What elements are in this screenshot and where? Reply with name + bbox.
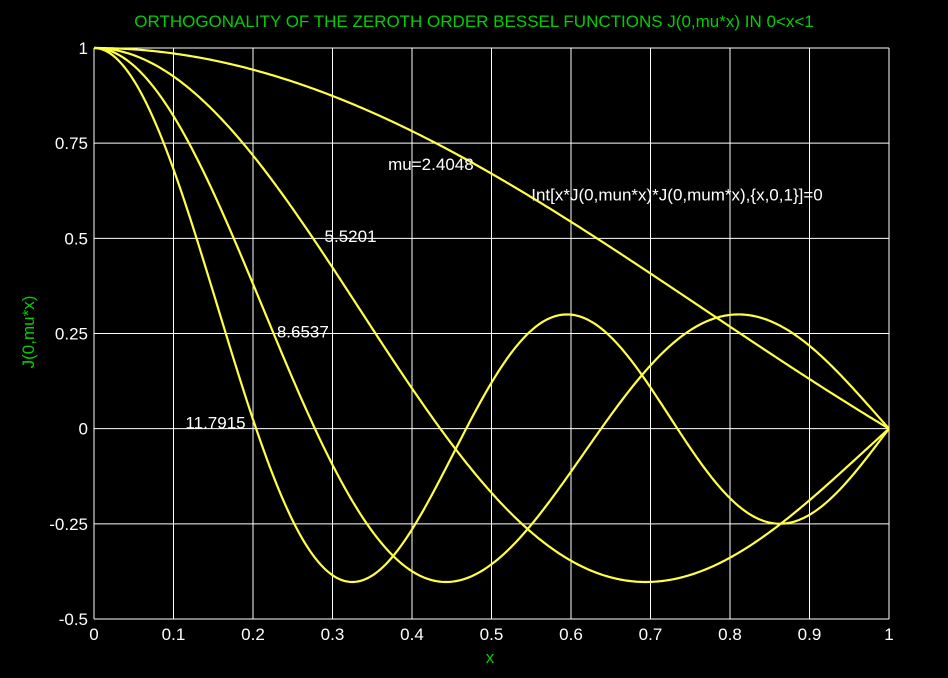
series-line-mu-8.6537 [93,46,890,584]
x-tick-label: 0 [89,625,98,644]
curve-annotation: Int[x*J(0,mun*x)*J(0,mum*x),{x,0,1}]=0 [531,185,822,204]
y-axis-label: J(0,mu*x) [19,295,38,369]
x-tick-label: 0.3 [321,625,345,644]
series-line-mu-5.5201 [93,46,890,584]
curve-annotation: 11.7915 [185,414,245,433]
y-tick-label: 0.5 [64,229,88,248]
curve-annotation: 5.5201 [325,227,377,246]
x-tick-label: 0.6 [559,625,583,644]
y-tick-label: 0 [79,420,88,439]
x-tick-label: 0.8 [718,625,742,644]
chart-title: ORTHOGONALITY OF THE ZEROTH ORDER BESSEL… [134,12,814,31]
x-tick-label: 1 [884,625,893,644]
x-tick-label: 0.1 [162,625,186,644]
y-tick-label: 0.75 [55,134,88,153]
grid-lines [93,47,890,620]
series-line-mu-2.4048 [94,46,890,430]
x-tick-label: 0.4 [400,625,424,644]
curve-annotation: 8.6537 [277,322,329,341]
x-tick-label: 0.5 [480,625,504,644]
x-tick-label: 0.7 [639,625,663,644]
x-tick-label: 0.9 [798,625,822,644]
x-axis-label: x [485,648,495,667]
y-tick-label: 1 [79,39,88,58]
y-tick-label: -0.5 [59,610,88,629]
curve-annotation: mu=2.4048 [388,155,474,174]
y-tick-label: -0.25 [49,515,88,534]
series-line-mu-11.7915 [93,46,890,584]
x-tick-label: 0.2 [241,625,265,644]
y-tick-label: 0.25 [55,325,88,344]
